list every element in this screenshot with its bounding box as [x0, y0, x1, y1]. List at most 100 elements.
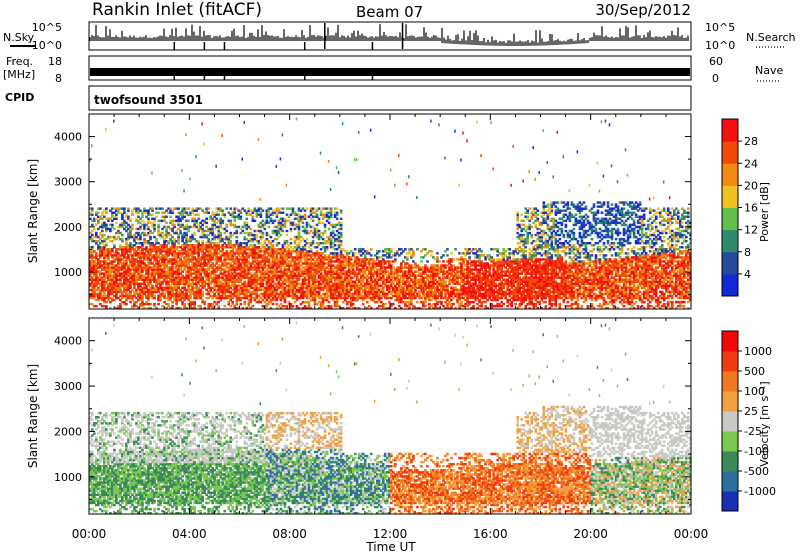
power-cell [127, 286, 130, 290]
power-cell [117, 229, 120, 233]
power-cell [123, 264, 126, 267]
power-cell [147, 266, 150, 269]
power-cell [119, 231, 122, 235]
power-cell [97, 221, 100, 225]
power-cell [133, 278, 136, 281]
power-cell [97, 296, 100, 300]
power-cell [113, 276, 116, 279]
power-cell [105, 294, 108, 298]
power-cell [123, 221, 126, 225]
power-cell [91, 144, 93, 148]
power-cell [135, 300, 138, 304]
power-cell [131, 258, 134, 261]
power-cell [101, 278, 104, 281]
power-cell [394, 183, 396, 187]
power-cell [149, 274, 152, 277]
power-cell [103, 272, 106, 275]
power-cell [89, 158, 91, 162]
power-cell [215, 164, 217, 168]
power-cell [177, 207, 180, 210]
power-cell [125, 290, 128, 294]
power-cell [145, 215, 148, 218]
power-cell [121, 248, 124, 251]
power-cell [199, 304, 202, 308]
power-cell [115, 264, 118, 267]
power-cell [201, 239, 204, 243]
power-cell [101, 282, 104, 286]
power-cell [97, 215, 100, 218]
power-cell [383, 302, 387, 306]
power-cell [107, 296, 110, 300]
power-cell [127, 284, 130, 288]
power-cell [141, 276, 144, 279]
power-cell [123, 262, 126, 265]
power-cell [207, 207, 210, 210]
power-cell [97, 280, 100, 283]
power-cell [145, 250, 148, 253]
power-cell [117, 278, 120, 281]
beam-title: Beam 07 [356, 3, 423, 21]
power-cell [135, 290, 138, 294]
power-cell [139, 260, 142, 263]
power-cell [129, 258, 132, 261]
power-cell [139, 266, 142, 269]
power-cell [147, 256, 150, 259]
power-cell [111, 282, 114, 286]
power-cell [117, 284, 120, 288]
power-cell [107, 250, 110, 253]
power-cell [139, 270, 142, 273]
power-cell [131, 209, 134, 212]
power-cell [285, 233, 289, 237]
power-cell [143, 239, 146, 243]
cpid-value: twofsound 3501 [94, 93, 203, 107]
power-cell [333, 244, 337, 247]
power-cell [111, 290, 114, 294]
power-cell [129, 231, 132, 235]
power-cell [119, 223, 122, 227]
power-cell [147, 270, 150, 273]
power-cell [129, 264, 132, 267]
power-cell [101, 213, 104, 216]
power-cell [95, 288, 98, 292]
power-cell [139, 252, 142, 255]
power-cell [285, 239, 289, 243]
power-cell [109, 235, 112, 239]
power-cell [107, 256, 110, 259]
power-cell [111, 280, 114, 283]
power-cell [147, 280, 150, 283]
power-cell [125, 225, 128, 229]
power-cell [187, 219, 190, 223]
power-cell [151, 262, 154, 265]
power-cell [173, 223, 176, 227]
power-cell [123, 270, 126, 273]
power-cell [426, 260, 429, 263]
power-cell [101, 260, 104, 263]
power-cell [121, 217, 124, 221]
power-cell [91, 288, 94, 292]
power-cell [229, 219, 233, 223]
power-cell [133, 290, 136, 294]
power-cell [127, 272, 130, 275]
power-cell [91, 223, 94, 227]
power-cell [137, 268, 140, 271]
freq-tick-min: 8 [55, 72, 62, 85]
power-cell [149, 244, 152, 247]
power-cell [97, 276, 100, 279]
power-cell [105, 256, 108, 259]
power-cell [117, 266, 120, 269]
power-cell [137, 294, 140, 298]
power-cell [139, 235, 142, 239]
power-cell [137, 262, 140, 265]
power-cell [125, 274, 128, 277]
power-cell [263, 227, 267, 231]
power-cell [137, 211, 140, 214]
power-cell [147, 221, 150, 225]
power-cell [412, 250, 415, 253]
power-cell [121, 264, 124, 267]
power-cell [89, 211, 92, 214]
power-cell [145, 248, 148, 251]
power-cell [245, 221, 249, 225]
power-cell [223, 304, 227, 308]
power-cell [207, 211, 210, 214]
